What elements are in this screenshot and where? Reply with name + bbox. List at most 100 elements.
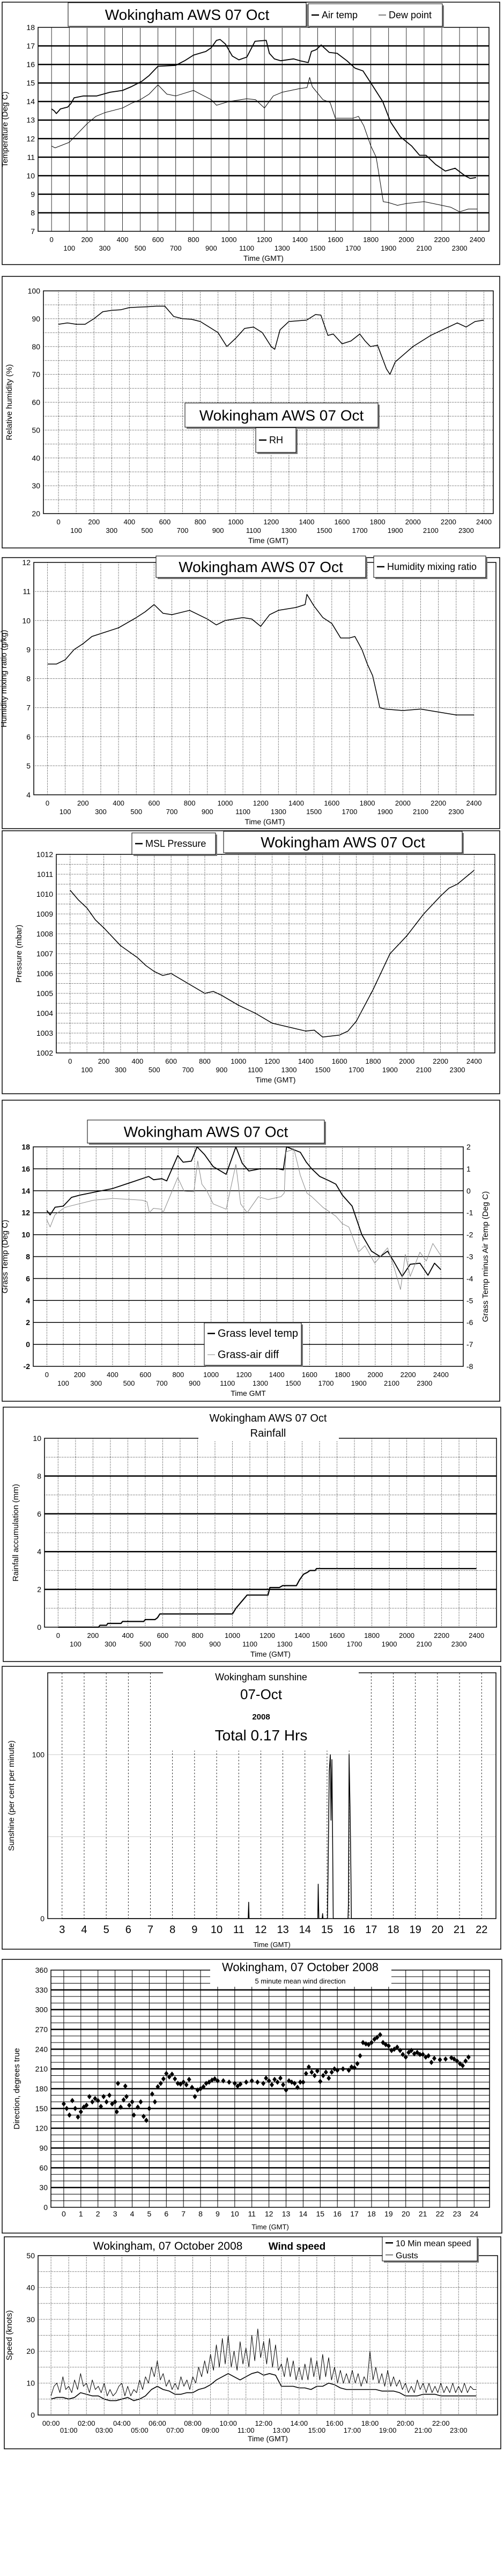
y-tick-label: 8 <box>26 675 31 683</box>
chart-7: 0 100 3 4 5 6 7 8 9 10 11 12 13 14 15 16 17 18 19 20 21 22 Tim… <box>2 1666 501 1950</box>
series-group <box>70 870 475 1038</box>
x-tick-label: 2200 <box>441 518 456 526</box>
data-point <box>266 2078 271 2084</box>
data-point <box>463 2058 468 2064</box>
chart-frame <box>2 830 500 1094</box>
x-tick-label: 7 <box>181 2209 186 2218</box>
y-tick-label: 16 <box>26 60 35 69</box>
x-tick-label: 1700 <box>342 808 357 816</box>
x-tick-label: 1400 <box>292 236 308 244</box>
data-point <box>235 2083 240 2089</box>
y-tick-label: 1010 <box>36 890 53 898</box>
data-point <box>264 2075 269 2081</box>
data-point <box>318 2079 323 2084</box>
y-tick-label: 1007 <box>36 949 53 958</box>
data-point <box>107 2092 112 2098</box>
x-tick-label: 06:00 <box>149 2419 166 2427</box>
data-point <box>381 2040 386 2046</box>
y-tick-label: 30 <box>39 2183 48 2192</box>
x-tick-label: 24 <box>470 2209 479 2218</box>
data-point <box>377 2032 382 2038</box>
data-point <box>386 2043 391 2049</box>
data-point <box>131 2112 136 2118</box>
x-tick-label: 16 <box>333 2209 342 2218</box>
chart-subtitle: Wind speed <box>269 2241 325 2252</box>
data-point <box>87 2094 92 2099</box>
x-tick-label: 600 <box>157 1631 169 1640</box>
x-tick-label: 1700 <box>347 1640 362 1648</box>
x-tick-label: 02:00 <box>78 2419 95 2427</box>
y-right-tick-label: -8 <box>466 1362 473 1371</box>
x-tick-label: 0 <box>45 1371 49 1379</box>
x-tick-label: 17:00 <box>344 2426 361 2434</box>
x-tick-label: 900 <box>212 526 224 535</box>
data-point <box>173 2076 177 2082</box>
data-point <box>130 2099 135 2105</box>
y-tick-label: 1005 <box>36 989 53 998</box>
x-tick-label: 1300 <box>281 1066 297 1074</box>
y-axis-label: Sunshine (per cent per minute) <box>7 1740 16 1851</box>
x-tick-label: 1000 <box>217 799 233 807</box>
data-point <box>238 2081 243 2087</box>
gridlines <box>45 1438 496 1627</box>
gridlines <box>51 1970 490 2207</box>
x-tick-label: 9 <box>216 2209 220 2218</box>
y-tick-label: 6 <box>26 733 31 741</box>
data-point <box>93 2096 98 2102</box>
data-point <box>418 2052 423 2058</box>
x-tick-label: 400 <box>113 799 124 807</box>
data-point <box>95 2098 100 2104</box>
data-point <box>270 2082 275 2088</box>
x-tick-label: 1900 <box>377 808 393 816</box>
data-point <box>61 2101 66 2107</box>
x-tick-label: 1500 <box>285 1379 301 1387</box>
data-point <box>366 2041 371 2047</box>
x-tick-label: 1600 <box>324 799 339 807</box>
chart-9: 0 10 20 30 40 50 00:00 02:00 04:00 06:00 08:00 10:0… <box>4 2236 501 2449</box>
chart-title: Wokingham AWS 07 Oct <box>261 834 425 851</box>
legend-label: MSL Pressure <box>145 838 206 849</box>
y-right-tick-label: 2 <box>466 1143 471 1151</box>
x-tick-label: 09:00 <box>202 2426 219 2434</box>
chart-year: 2008 <box>252 1713 270 1722</box>
x-tick-label: 22:00 <box>432 2419 450 2427</box>
x-tick-label: 1400 <box>288 799 304 807</box>
y-tick-label: 12 <box>21 1209 30 1217</box>
x-tick-label: 15:00 <box>308 2426 326 2434</box>
data-point <box>244 2079 249 2085</box>
data-point <box>249 2078 254 2084</box>
x-tick-label: 0 <box>50 236 54 244</box>
y-axis-label: Pressure (mbar) <box>14 925 24 983</box>
x-tick-label: 2000 <box>395 799 411 807</box>
data-point <box>432 2055 436 2061</box>
x-tick-label: 500 <box>123 1379 135 1387</box>
x-tick-label: 2200 <box>434 1631 449 1640</box>
y-tick-label: 1008 <box>36 930 53 938</box>
x-tick-label: 10:00 <box>219 2419 237 2427</box>
data-point <box>292 2081 297 2087</box>
y-tick-label: 100 <box>28 287 41 295</box>
x-tick-label: 2400 <box>476 518 492 526</box>
x-tick-label: 21:00 <box>414 2426 432 2434</box>
y-tick-label: 10 <box>33 1434 41 1443</box>
x-tick-label: 100 <box>81 1066 93 1074</box>
legend-label: Dew point <box>389 10 432 20</box>
series-group <box>58 305 484 375</box>
legend: Air temp Dew point <box>308 3 444 28</box>
title-backing <box>163 1670 359 1751</box>
x-tick-label: 13 <box>277 1924 288 1936</box>
y-right-tick-label: 1 <box>466 1165 471 1173</box>
x-tick-label: 2100 <box>413 808 428 816</box>
data-point <box>187 2076 191 2082</box>
legend: 10 Min mean speed Gusts <box>382 2236 479 2263</box>
y-tick-label: 14 <box>26 97 35 106</box>
x-tick-label: 12:00 <box>255 2419 272 2427</box>
y-tick-label: 180 <box>35 2084 48 2093</box>
x-tick-label: 2300 <box>448 808 464 816</box>
x-tick-label: 800 <box>184 799 196 807</box>
x-tick-label: 15 <box>316 2209 324 2218</box>
x-tick-label: 800 <box>199 1057 211 1065</box>
x-tick-label: 2200 <box>434 236 450 244</box>
